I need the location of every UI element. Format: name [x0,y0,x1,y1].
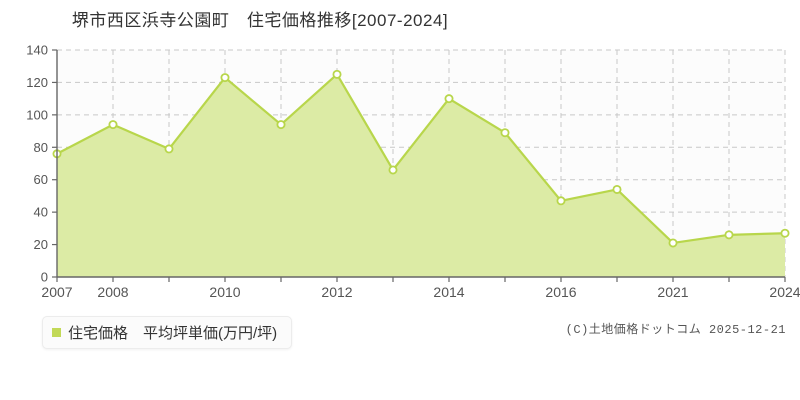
data-point-marker[interactable] [500,128,510,138]
x-axis-tick-label: 2024 [769,284,800,300]
x-axis-tick-label: 2007 [41,284,72,300]
footer-credit: (C)土地価格ドットコム 2025-12-21 [565,323,786,337]
y-axis-tick-label: 100 [26,107,48,122]
axes [52,49,786,282]
y-axis-tick-label: 60 [34,172,48,187]
data-point-marker[interactable] [668,238,678,248]
y-axis-tick-label: 20 [34,237,48,252]
data-point-marker[interactable] [332,69,342,79]
y-axis-tick-label: 120 [26,75,48,90]
legend-swatch-icon [52,328,61,337]
x-axis-tick-label: 2010 [209,284,240,300]
area-series-line [56,73,786,245]
data-point-marker[interactable] [108,120,118,130]
data-point-marker[interactable] [388,165,398,175]
data-point-marker[interactable] [612,184,622,194]
x-axis-tick-label: 2021 [657,284,688,300]
y-axis-tick-label: 80 [34,140,48,155]
chart-title: 堺市西区浜寺公園町 住宅価格推移[2007-2024] [71,11,449,30]
area-series-fill [57,74,785,277]
x-axis-tick-label: 2016 [545,284,576,300]
data-point-marker[interactable] [444,94,454,104]
chart-legend: 住宅価格 平均坪単価(万円/坪) [42,316,293,349]
x-axis-tick-labels: 2007 2008 2010 2012 2014 2016 2021 2024 [41,284,800,300]
y-axis-tick-label: 40 [34,205,48,220]
x-axis-tick-label: 2012 [321,284,352,300]
y-axis-tick-label: 0 [41,270,48,285]
x-axis-tick-label: 2008 [97,284,128,300]
data-point-marker[interactable] [780,228,790,238]
data-point-marker[interactable] [220,73,230,83]
data-point-marker[interactable] [164,144,174,154]
legend-label: 住宅価格 平均坪単価(万円/坪) [68,325,278,342]
data-point-marker[interactable] [724,230,734,240]
y-axis-tick-label: 140 [26,43,48,58]
y-axis-tick-labels: 0 20 40 60 80 100 120 140 [26,43,48,285]
x-axis-tick-label: 2014 [433,284,464,300]
data-point-marker[interactable] [556,196,566,206]
data-point-marker[interactable] [276,120,286,130]
